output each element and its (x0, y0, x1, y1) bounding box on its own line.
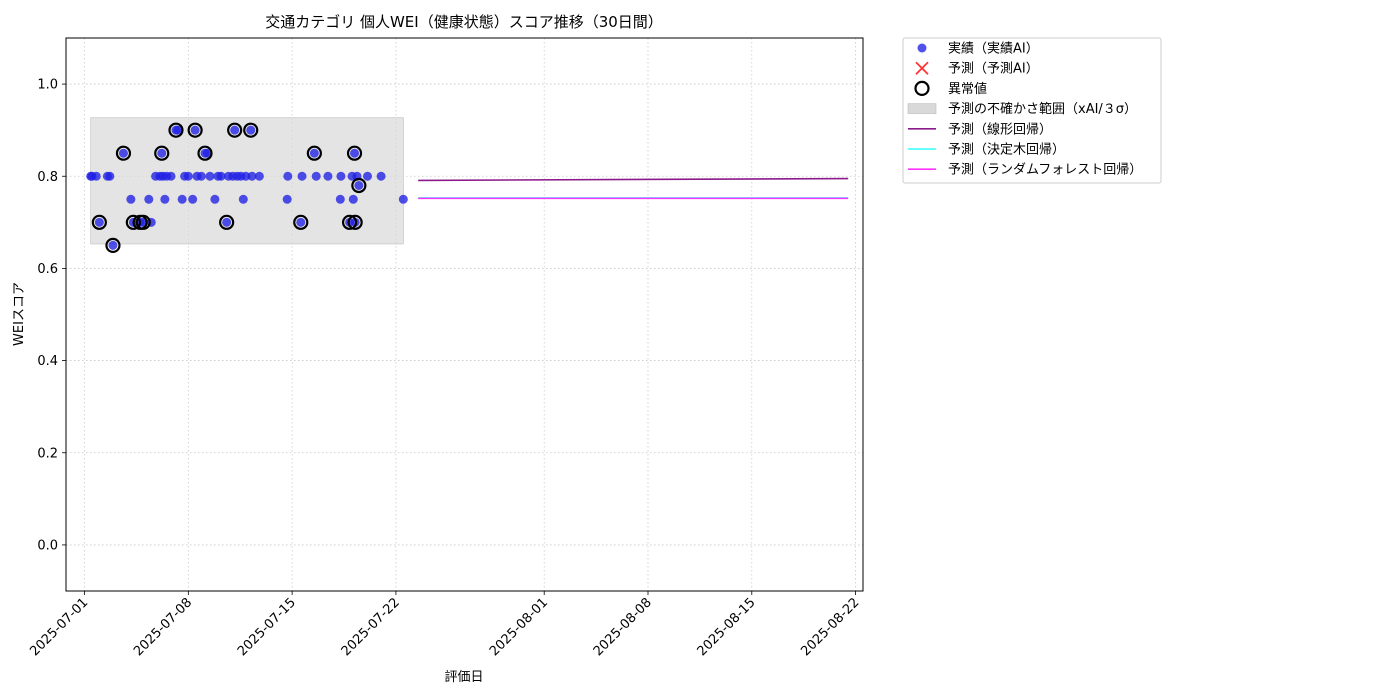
legend-label: 予測（決定木回帰） (948, 142, 1065, 158)
legend-label: 予測（線形回帰） (948, 121, 1052, 137)
actual-point (118, 148, 128, 158)
x-tick-label: 2025-08-01 (487, 595, 551, 659)
actual-point (283, 171, 293, 181)
anomaly-marker (341, 214, 358, 230)
plot-area: 0.0 0.2 0.4 0.6 0.8 1.0 2025-07-01 2025-07-08 20… (27, 37, 864, 659)
actual-point (144, 194, 154, 204)
anomaly-marker (115, 145, 132, 161)
x-tick-label: 2025-07-01 (27, 595, 91, 659)
anomaly-marker (91, 214, 107, 230)
actual-point (91, 171, 101, 181)
plot-frame (65, 37, 864, 592)
actual-point (126, 194, 136, 204)
x-tick-label: 2025-07-22 (339, 595, 403, 659)
y-tick-label: 0.6 (37, 262, 58, 277)
actual-point (238, 194, 248, 204)
actual-point (241, 171, 251, 181)
chart-title: 交通カテゴリ 個人WEI（健康状態）スコア推移（30日間） (265, 13, 663, 31)
actual-point (108, 240, 118, 250)
anomaly-marker (346, 145, 363, 161)
legend-label: 予測（予測AI） (948, 62, 1039, 77)
actual-point (311, 171, 321, 181)
anomaly-marker (168, 122, 184, 138)
y-tick-label: 0.2 (37, 446, 58, 461)
actual-point (222, 217, 232, 227)
x-tick-label: 2025-08-15 (695, 595, 759, 659)
actual-point (335, 194, 345, 204)
legend-label: 実績（実績AI） (948, 41, 1039, 57)
actual-point (354, 180, 364, 190)
anomaly-marker (187, 122, 203, 138)
actual-point (160, 194, 170, 204)
anomaly-marker (105, 237, 121, 253)
legend-cross-stroke (915, 61, 929, 75)
actual-point (363, 171, 373, 181)
actual-point (94, 217, 104, 227)
actual-point (202, 148, 212, 158)
actual-point (254, 171, 264, 181)
x-tick-label: 2025-07-08 (131, 595, 195, 659)
legend-label: 予測（ランダムフォレスト回帰） (948, 162, 1142, 178)
actual-point (205, 171, 215, 181)
actual-point (177, 194, 187, 204)
actual-point (210, 194, 220, 204)
actual-point (173, 125, 183, 135)
y-tick-label: 0.0 (37, 538, 58, 553)
anomaly-marker (227, 122, 243, 138)
legend-swatch-predicted (915, 61, 929, 75)
x-tick-label: 2025-08-08 (591, 595, 655, 659)
actual-point (247, 171, 257, 181)
legend-box (902, 37, 1162, 184)
actual-point (297, 171, 307, 181)
actual-point (246, 125, 256, 135)
anomaly-marker (197, 145, 213, 161)
anomaly-marker (351, 177, 367, 194)
legend-swatch-anomaly (914, 80, 930, 97)
actual-point (350, 148, 360, 158)
y-tick-label: 0.8 (37, 170, 58, 185)
actual-point (348, 194, 358, 204)
y-tick-label: 1.0 (37, 78, 58, 93)
y-axis-label: WEIスコア (12, 282, 27, 346)
legend-label: 異常値 (948, 81, 987, 97)
anomaly-marker (219, 214, 235, 230)
anomaly-marker (125, 214, 141, 230)
x-tick-label: 2025-08-22 (798, 595, 862, 659)
actual-point (376, 171, 386, 181)
y-tick-label: 0.4 (37, 354, 58, 369)
x-axis-label: 評価日 (444, 670, 483, 685)
actual-point (323, 171, 333, 181)
actual-point (105, 171, 115, 181)
actual-point (157, 148, 167, 158)
anomaly-marker (243, 122, 259, 138)
actual-point (230, 125, 240, 135)
actual-point (336, 171, 346, 181)
linear-regression-line (418, 177, 849, 182)
anomaly-marker (293, 214, 309, 230)
actual-point (216, 171, 226, 181)
actual-point (309, 148, 319, 158)
legend-label: 予測の不確かさ範囲（xAI/３σ） (948, 101, 1137, 117)
actual-point (196, 171, 206, 181)
actual-point (282, 194, 292, 204)
anomaly-marker (154, 145, 170, 161)
legend-swatch-uncertainty (907, 103, 937, 114)
anomaly-marker (347, 214, 363, 230)
x-tick-label: 2025-07-15 (235, 595, 299, 659)
actual-point (296, 217, 306, 227)
actual-point (166, 171, 176, 181)
actual-point (398, 194, 408, 204)
legend-swatch-actual (917, 43, 927, 53)
anomaly-marker (135, 214, 151, 230)
anomaly-marker (306, 145, 322, 161)
actual-point (188, 194, 198, 204)
actual-point (190, 125, 200, 135)
actual-point (183, 171, 193, 181)
